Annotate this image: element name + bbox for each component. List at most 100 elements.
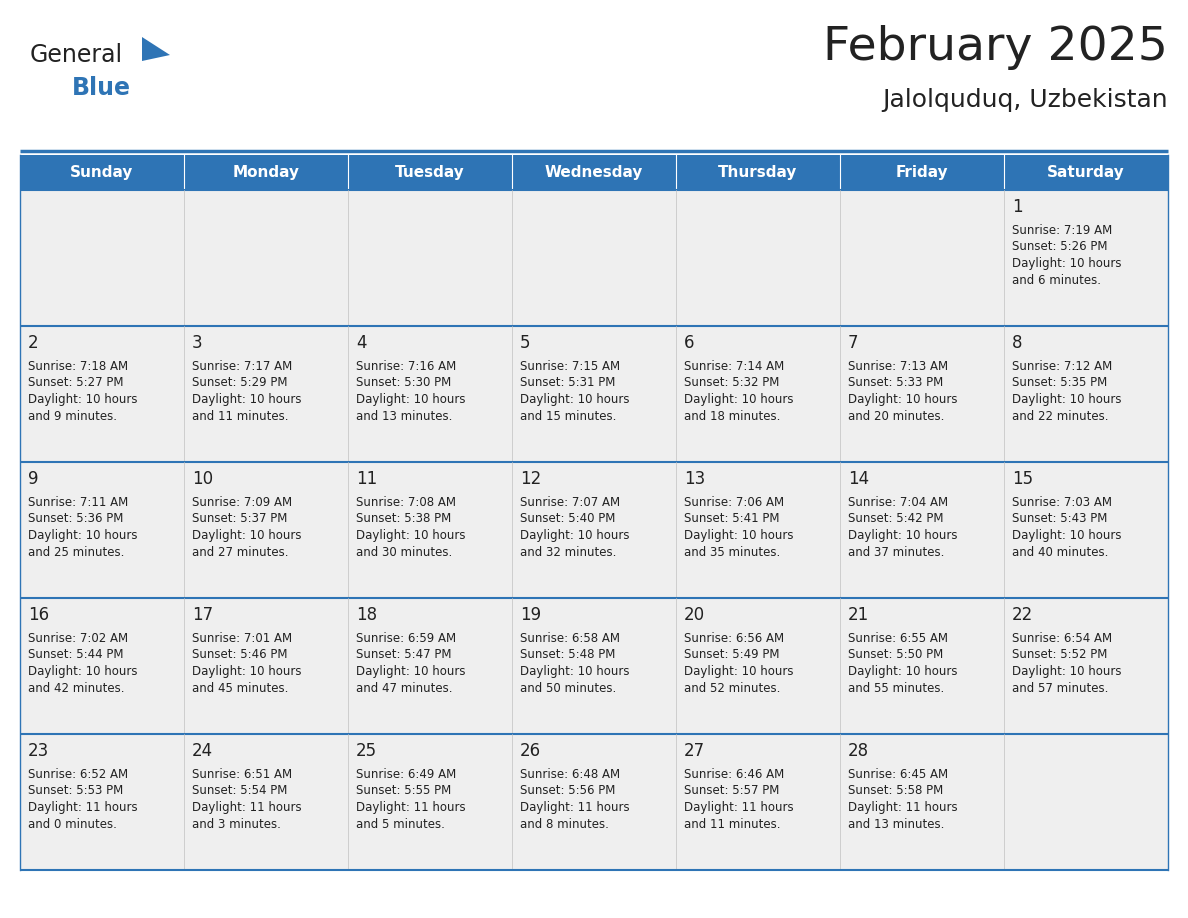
Text: Sunrise: 6:51 AM: Sunrise: 6:51 AM (192, 768, 292, 781)
Bar (184, 598, 348, 734)
Bar (676, 734, 840, 870)
Text: Daylight: 10 hours: Daylight: 10 hours (356, 529, 466, 542)
Text: and 27 minutes.: and 27 minutes. (192, 545, 289, 558)
Text: Sunrise: 7:09 AM: Sunrise: 7:09 AM (192, 496, 292, 509)
Text: Sunrise: 7:06 AM: Sunrise: 7:06 AM (684, 496, 784, 509)
Bar (20, 155, 184, 190)
Text: Sunset: 5:47 PM: Sunset: 5:47 PM (356, 648, 451, 662)
Text: and 11 minutes.: and 11 minutes. (684, 818, 781, 831)
Text: 19: 19 (520, 606, 541, 624)
Text: 18: 18 (356, 606, 377, 624)
Text: and 47 minutes.: and 47 minutes. (356, 681, 453, 695)
Bar (840, 462, 1004, 598)
Text: and 37 minutes.: and 37 minutes. (848, 545, 944, 558)
Bar (676, 190, 840, 326)
Text: Sunrise: 7:12 AM: Sunrise: 7:12 AM (1012, 360, 1112, 373)
Bar (184, 462, 348, 598)
Text: 21: 21 (848, 606, 870, 624)
Text: 3: 3 (192, 334, 203, 352)
Bar (512, 326, 676, 462)
Text: Daylight: 10 hours: Daylight: 10 hours (1012, 665, 1121, 678)
Text: Sunrise: 7:07 AM: Sunrise: 7:07 AM (520, 496, 620, 509)
Text: Daylight: 10 hours: Daylight: 10 hours (356, 393, 466, 406)
Text: Sunset: 5:31 PM: Sunset: 5:31 PM (520, 376, 615, 389)
Text: Sunday: Sunday (70, 165, 134, 180)
Text: 26: 26 (520, 742, 541, 760)
Text: February 2025: February 2025 (823, 26, 1168, 71)
Text: Daylight: 10 hours: Daylight: 10 hours (192, 529, 302, 542)
Bar (20, 326, 184, 462)
Bar (184, 190, 348, 326)
Text: 7: 7 (848, 334, 859, 352)
Bar (348, 598, 512, 734)
Text: and 30 minutes.: and 30 minutes. (356, 545, 453, 558)
Bar (840, 155, 1004, 190)
Text: 17: 17 (192, 606, 213, 624)
Text: Sunrise: 6:58 AM: Sunrise: 6:58 AM (520, 632, 620, 645)
Bar (20, 598, 184, 734)
Text: 12: 12 (520, 470, 542, 488)
Text: Daylight: 10 hours: Daylight: 10 hours (848, 393, 958, 406)
Text: Sunset: 5:52 PM: Sunset: 5:52 PM (1012, 648, 1107, 662)
Bar (348, 155, 512, 190)
Text: Sunrise: 6:59 AM: Sunrise: 6:59 AM (356, 632, 456, 645)
Text: and 18 minutes.: and 18 minutes. (684, 409, 781, 422)
Text: and 13 minutes.: and 13 minutes. (848, 818, 944, 831)
Text: Sunrise: 7:11 AM: Sunrise: 7:11 AM (29, 496, 128, 509)
Text: Sunrise: 7:19 AM: Sunrise: 7:19 AM (1012, 224, 1112, 237)
Text: Daylight: 10 hours: Daylight: 10 hours (356, 665, 466, 678)
Text: Daylight: 10 hours: Daylight: 10 hours (29, 393, 138, 406)
Text: Sunrise: 7:02 AM: Sunrise: 7:02 AM (29, 632, 128, 645)
Text: Daylight: 11 hours: Daylight: 11 hours (520, 801, 630, 814)
Text: Jalolquduq, Uzbekistan: Jalolquduq, Uzbekistan (883, 88, 1168, 112)
Text: Sunrise: 6:48 AM: Sunrise: 6:48 AM (520, 768, 620, 781)
Bar (676, 462, 840, 598)
Text: Daylight: 11 hours: Daylight: 11 hours (356, 801, 466, 814)
Bar (676, 326, 840, 462)
Text: 10: 10 (192, 470, 213, 488)
Bar (20, 190, 184, 326)
Text: and 50 minutes.: and 50 minutes. (520, 681, 617, 695)
Text: and 52 minutes.: and 52 minutes. (684, 681, 781, 695)
Text: Sunset: 5:58 PM: Sunset: 5:58 PM (848, 785, 943, 798)
Text: Daylight: 11 hours: Daylight: 11 hours (192, 801, 302, 814)
Text: Saturday: Saturday (1047, 165, 1125, 180)
Text: Sunset: 5:37 PM: Sunset: 5:37 PM (192, 512, 287, 525)
Bar (348, 326, 512, 462)
Text: Sunrise: 7:16 AM: Sunrise: 7:16 AM (356, 360, 456, 373)
Text: 15: 15 (1012, 470, 1034, 488)
Text: Wednesday: Wednesday (545, 165, 643, 180)
Text: 27: 27 (684, 742, 706, 760)
Text: and 0 minutes.: and 0 minutes. (29, 818, 116, 831)
Bar (348, 190, 512, 326)
Text: 8: 8 (1012, 334, 1023, 352)
Text: and 55 minutes.: and 55 minutes. (848, 681, 944, 695)
Text: Daylight: 10 hours: Daylight: 10 hours (192, 393, 302, 406)
Text: and 15 minutes.: and 15 minutes. (520, 409, 617, 422)
Text: 4: 4 (356, 334, 367, 352)
Bar (512, 155, 676, 190)
Text: Sunset: 5:36 PM: Sunset: 5:36 PM (29, 512, 124, 525)
Bar (184, 326, 348, 462)
Text: Sunset: 5:49 PM: Sunset: 5:49 PM (684, 648, 779, 662)
Text: and 32 minutes.: and 32 minutes. (520, 545, 617, 558)
Text: and 9 minutes.: and 9 minutes. (29, 409, 116, 422)
Text: Sunset: 5:35 PM: Sunset: 5:35 PM (1012, 376, 1107, 389)
Text: Sunset: 5:29 PM: Sunset: 5:29 PM (192, 376, 287, 389)
Text: and 25 minutes.: and 25 minutes. (29, 545, 125, 558)
Text: Sunset: 5:26 PM: Sunset: 5:26 PM (1012, 241, 1107, 253)
Text: and 35 minutes.: and 35 minutes. (684, 545, 781, 558)
Text: 5: 5 (520, 334, 531, 352)
Polygon shape (143, 37, 170, 61)
Text: Sunrise: 7:17 AM: Sunrise: 7:17 AM (192, 360, 292, 373)
Text: and 6 minutes.: and 6 minutes. (1012, 274, 1101, 286)
Text: Sunset: 5:56 PM: Sunset: 5:56 PM (520, 785, 615, 798)
Text: 25: 25 (356, 742, 377, 760)
Text: Daylight: 11 hours: Daylight: 11 hours (29, 801, 138, 814)
Text: Daylight: 10 hours: Daylight: 10 hours (29, 665, 138, 678)
Text: General: General (30, 43, 124, 67)
Text: Sunset: 5:27 PM: Sunset: 5:27 PM (29, 376, 124, 389)
Bar (1004, 734, 1168, 870)
Text: Daylight: 10 hours: Daylight: 10 hours (520, 393, 630, 406)
Text: and 57 minutes.: and 57 minutes. (1012, 681, 1108, 695)
